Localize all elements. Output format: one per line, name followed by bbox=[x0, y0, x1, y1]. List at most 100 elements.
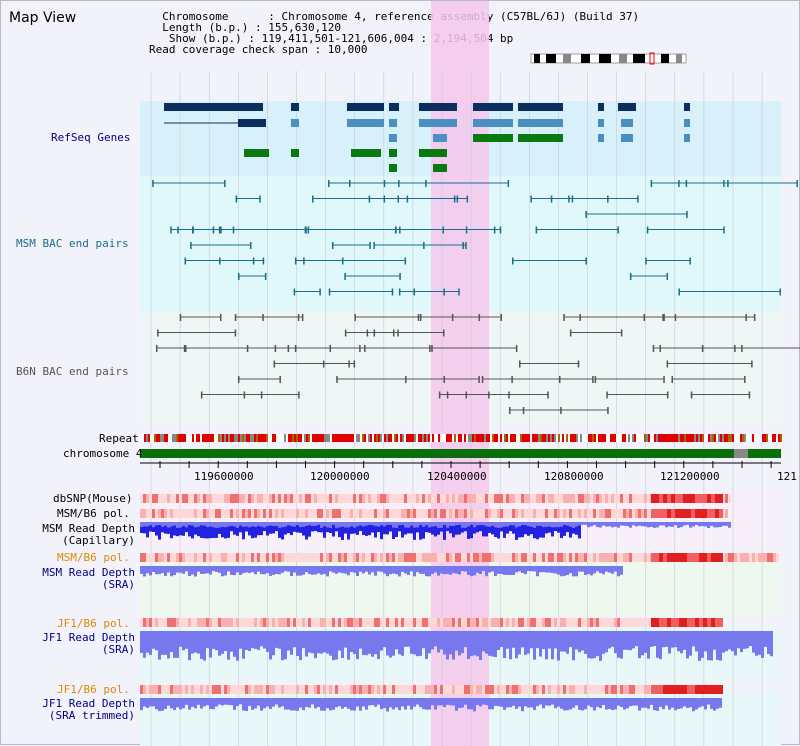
depth-bar bbox=[683, 522, 686, 526]
repeat-cell bbox=[736, 434, 738, 442]
pol-cell bbox=[611, 494, 614, 503]
pol-cell bbox=[272, 618, 275, 627]
depth-bar bbox=[482, 631, 485, 652]
repeat-cell bbox=[460, 434, 462, 442]
pol-cell bbox=[173, 494, 176, 503]
repeat-cell bbox=[450, 434, 452, 442]
depth-bar bbox=[164, 566, 167, 577]
pol-cell bbox=[527, 509, 530, 518]
depth-bar bbox=[170, 566, 173, 577]
pol-cell bbox=[572, 494, 575, 503]
depth-bar bbox=[593, 522, 596, 526]
depth-bar bbox=[566, 566, 569, 576]
repeat-cell bbox=[720, 434, 722, 442]
depth-bar bbox=[584, 698, 587, 710]
depth-bar bbox=[227, 566, 230, 572]
track-label-b6n-bac[interactable]: B6N BAC end pairs bbox=[16, 365, 129, 378]
track-label-msm-rd-cap[interactable]: MSM Read Depth (Capillary) bbox=[37, 523, 135, 547]
depth-bar bbox=[146, 698, 149, 708]
ruler-tick-label: 119600000 bbox=[194, 470, 254, 483]
pol-cell bbox=[248, 685, 251, 694]
pol-cell bbox=[536, 553, 539, 562]
pol-cell bbox=[671, 509, 675, 518]
pol-cell bbox=[703, 553, 707, 562]
depth-bar bbox=[344, 522, 347, 534]
pol-cell bbox=[623, 494, 626, 503]
depth-bar bbox=[332, 566, 335, 573]
repeat-cell bbox=[356, 434, 358, 442]
pol-cell bbox=[629, 618, 632, 627]
depth-bar bbox=[281, 566, 284, 573]
depth-bar bbox=[623, 631, 626, 650]
pol-cell bbox=[632, 685, 635, 694]
repeat-cell bbox=[710, 434, 712, 442]
track-label-jf1-b6-pol-2[interactable]: JF1/B6 pol. bbox=[57, 683, 130, 696]
track-label-refseq[interactable]: RefSeq Genes bbox=[51, 131, 131, 144]
repeat-cell bbox=[772, 434, 774, 442]
depth-bar bbox=[632, 522, 635, 526]
repeat-cell bbox=[198, 434, 200, 442]
track-label-msm-rd-sra[interactable]: MSM Read Depth (SRA) bbox=[37, 567, 135, 591]
pol-cell bbox=[311, 494, 314, 503]
track-label-msm-b6-pol-2[interactable]: MSM/B6 pol. bbox=[57, 551, 130, 564]
pol-cell bbox=[269, 618, 272, 627]
depth-bar bbox=[167, 522, 170, 534]
depth-bar bbox=[269, 698, 272, 709]
pol-cell bbox=[377, 618, 380, 627]
pol-cell bbox=[206, 618, 209, 627]
pol-cell bbox=[188, 553, 191, 562]
depth-bar bbox=[218, 566, 221, 573]
repeat-cell bbox=[780, 434, 782, 442]
pol-cell bbox=[350, 553, 353, 562]
track-label-jf1-rd-sra[interactable]: JF1 Read Depth (SRA) bbox=[37, 632, 135, 656]
depth-bar bbox=[572, 522, 575, 528]
pol-cell bbox=[488, 494, 491, 503]
pol-cell bbox=[651, 494, 655, 503]
pol-cell bbox=[566, 509, 569, 518]
ideogram-band bbox=[546, 54, 556, 63]
pol-cell bbox=[320, 553, 323, 562]
pol-cell bbox=[575, 618, 578, 627]
depth-bar bbox=[407, 522, 410, 528]
repeat-cell bbox=[730, 434, 732, 442]
repeat-cell bbox=[454, 434, 456, 442]
track-label-msm-rd-sra-line2: (SRA) bbox=[101, 578, 135, 591]
depth-bar bbox=[764, 631, 767, 647]
pol-cell bbox=[212, 685, 215, 694]
depth-bar bbox=[698, 698, 701, 708]
pol-cell bbox=[611, 509, 614, 518]
pol-cell bbox=[227, 553, 230, 562]
pol-cell bbox=[338, 685, 341, 694]
pol-cell bbox=[302, 494, 305, 503]
repeat-cell bbox=[314, 434, 316, 442]
depth-bar bbox=[647, 522, 650, 528]
depth-bar bbox=[572, 698, 575, 708]
pol-cell bbox=[485, 509, 488, 518]
depth-bar bbox=[185, 566, 188, 572]
pol-cell bbox=[563, 494, 566, 503]
gene-exon bbox=[684, 103, 690, 111]
pol-cell bbox=[695, 509, 699, 518]
depth-bar bbox=[485, 631, 488, 654]
depth-bar bbox=[623, 698, 626, 710]
track-label-msm-bac[interactable]: MSM BAC end pairs bbox=[16, 237, 129, 250]
pol-cell bbox=[452, 553, 455, 562]
repeat-cell bbox=[286, 434, 288, 442]
track-label-repeat[interactable]: Repeat bbox=[99, 432, 139, 445]
pol-cell bbox=[236, 618, 239, 627]
repeat-cell bbox=[358, 434, 360, 442]
track-label-jf1-rd-trim[interactable]: JF1 Read Depth (SRA trimmed) bbox=[37, 698, 135, 722]
bac-pair-end bbox=[779, 288, 781, 296]
track-label-dbsnp[interactable]: dbSNP(Mouse) bbox=[53, 492, 133, 505]
pol-cell bbox=[691, 494, 695, 503]
pol-cell bbox=[524, 509, 527, 518]
track-label-msm-b6-pol-1[interactable]: MSM/B6 pol. bbox=[57, 507, 130, 520]
track-label-jf1-b6-pol-1[interactable]: JF1/B6 pol. bbox=[57, 617, 130, 630]
depth-bar bbox=[185, 698, 188, 705]
depth-bar bbox=[719, 522, 722, 528]
depth-bar bbox=[452, 698, 455, 706]
depth-bar bbox=[464, 698, 467, 705]
track-label-chromosome[interactable]: chromosome 4 bbox=[63, 447, 143, 460]
pol-cell bbox=[239, 494, 242, 503]
